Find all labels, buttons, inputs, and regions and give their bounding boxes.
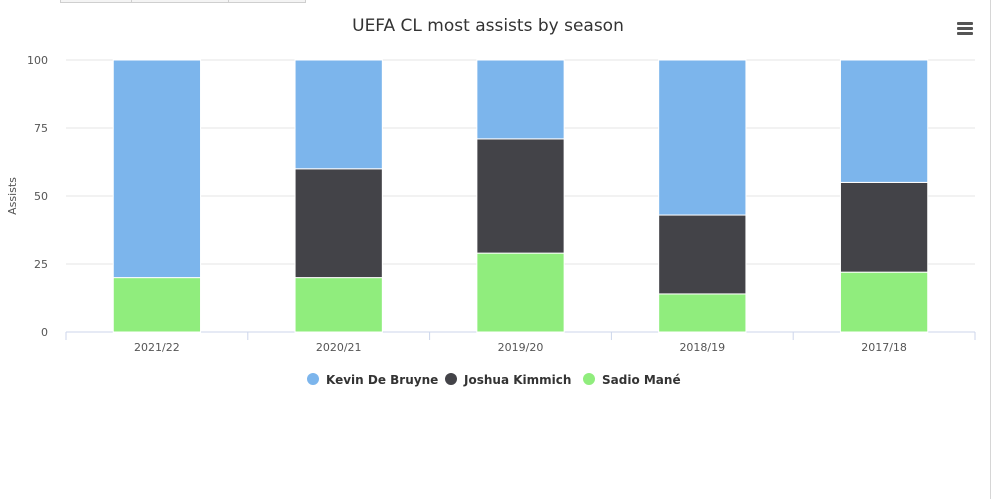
bar-segment: [658, 293, 747, 333]
bars: [112, 59, 929, 333]
bar-segment: [839, 181, 929, 273]
x-tick-label: 2020/21: [316, 341, 362, 354]
bar-segment: [476, 252, 565, 333]
hamburger-menu-icon[interactable]: [955, 20, 975, 38]
legend-item[interactable]: Joshua Kimmich: [445, 373, 571, 387]
bar-segment: [112, 277, 202, 333]
bar-segment: [476, 138, 565, 254]
y-tick-label: 50: [34, 190, 48, 203]
bar-segment: [839, 271, 929, 333]
bar-segment: [294, 168, 383, 279]
y-tick-label: 0: [41, 326, 48, 339]
y-tick-label: 100: [27, 54, 48, 67]
x-tick-label: 2018/19: [679, 341, 725, 354]
x-tick-label: 2019/20: [498, 341, 544, 354]
chart-title: UEFA CL most assists by season: [352, 16, 624, 36]
x-axis-ticks: 2021/22 2020/21 2019/20 2018/19 2017/18: [65, 332, 976, 354]
x-tick-label: 2021/22: [134, 341, 180, 354]
y-tick-label: 75: [34, 122, 48, 135]
top-tab-strip: [60, 0, 306, 3]
legend-swatch: [583, 373, 595, 385]
bar-segment: [112, 59, 202, 279]
y-axis-ticks: 0 25 50 75 100: [27, 54, 48, 339]
legend-label: Kevin De Bruyne: [326, 373, 438, 387]
bar-segment: [658, 59, 747, 216]
bar-segment: [294, 277, 383, 333]
legend: Kevin De Bruyne Joshua Kimmich Sadio Mané: [307, 373, 681, 387]
bar-segment: [839, 59, 929, 183]
legend-label: Sadio Mané: [602, 373, 681, 387]
x-tick-label: 2017/18: [861, 341, 907, 354]
legend-swatch: [445, 373, 457, 385]
bar-segment: [658, 214, 747, 295]
bar-segment: [476, 59, 565, 140]
legend-item[interactable]: Kevin De Bruyne: [307, 373, 438, 387]
y-tick-label: 25: [34, 258, 48, 271]
legend-swatch: [307, 373, 319, 385]
bar-segment: [294, 59, 383, 170]
top-tab[interactable]: [228, 0, 306, 3]
legend-label: Joshua Kimmich: [463, 373, 571, 387]
y-axis-label: Assists: [6, 177, 19, 215]
legend-item[interactable]: Sadio Mané: [583, 373, 681, 387]
